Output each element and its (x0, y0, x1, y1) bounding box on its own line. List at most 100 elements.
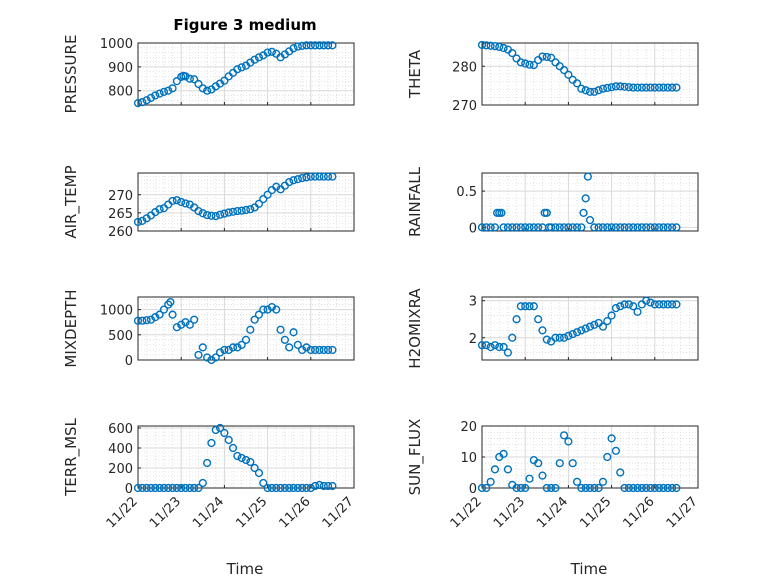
data-point-rainfall (590, 223, 599, 232)
data-point-terr_msl (146, 483, 156, 493)
data-point-rainfall (568, 223, 577, 232)
subplot-sun_flux: 11/22 11/23 11/24 11/25 11/26 11/27 0 10 20 SUN_F… (406, 419, 701, 532)
data-point-h2omixra (607, 311, 616, 320)
data-point-sun_flux (490, 465, 500, 474)
data-point-terr_msl (276, 483, 285, 493)
data-point-h2omixra (486, 342, 495, 352)
subplot-air_temp: 260 265 270 AIR_TEMP (62, 165, 355, 240)
axes-frame (481, 425, 699, 489)
data-point-sun_flux (559, 431, 569, 440)
data-point-terr_msl (181, 483, 190, 493)
data-point-air_temp (203, 210, 212, 220)
data-point-h2omixra (525, 302, 534, 311)
data-point-rainfall (581, 194, 590, 203)
data-point-sun_flux (598, 477, 608, 486)
data-point-air_temp (155, 205, 164, 214)
data-point-air_temp (311, 172, 320, 181)
data-point-theta (499, 43, 508, 53)
data-point-theta (559, 66, 569, 75)
data-point-theta (590, 87, 599, 96)
data-point-pressure (181, 72, 190, 81)
data-point-terr_msl (233, 451, 242, 461)
data-point-pressure (203, 86, 212, 95)
data-point-rainfall (607, 223, 616, 232)
data-point-theta (581, 86, 590, 95)
data-point-h2omixra (516, 302, 525, 311)
data-point-h2omixra (620, 300, 629, 309)
data-point-mixdepth (181, 318, 190, 327)
data-point-pressure (172, 77, 181, 86)
data-point-rainfall (579, 208, 588, 217)
axes-frame (481, 296, 699, 361)
x-tick-label: 11/23 (491, 494, 528, 531)
data-point-h2omixra (646, 298, 655, 307)
data-point-rainfall (559, 223, 569, 232)
y-axis-label-h2omixra: H2OMIXRA (406, 288, 424, 369)
data-point-mixdepth (133, 316, 143, 325)
data-point-air_temp (228, 207, 238, 216)
data-point-theta (521, 59, 530, 68)
data-point-sun_flux (516, 483, 525, 493)
data-point-pressure (164, 86, 173, 95)
series-mixdepth (133, 297, 337, 365)
data-point-terr_msl (267, 483, 277, 493)
y-tick-label: 0 (469, 221, 477, 236)
data-point-theta (525, 60, 534, 69)
data-point-rainfall (503, 223, 513, 232)
data-point-air_temp (177, 197, 186, 207)
y-tick-label: 0 (125, 354, 133, 369)
data-point-air_temp (315, 172, 324, 181)
data-point-sun_flux (577, 483, 586, 493)
data-point-sun_flux (486, 477, 495, 486)
data-point-theta (611, 82, 621, 91)
data-point-mixdepth (289, 328, 298, 337)
x-axis-label-right: Time (570, 560, 608, 578)
data-point-terr_msl (159, 483, 169, 493)
data-point-terr_msl (319, 481, 328, 491)
data-point-pressure (155, 89, 164, 98)
data-point-mixdepth (263, 305, 272, 314)
data-point-rainfall (547, 223, 556, 232)
data-point-h2omixra (659, 300, 668, 309)
data-point-terr_msl (203, 458, 212, 468)
data-point-mixdepth (302, 343, 311, 352)
data-point-rainfall (667, 223, 677, 232)
x-tick-label: 11/23 (147, 494, 184, 531)
y-tick-label: 10 (460, 451, 477, 466)
data-point-h2omixra (633, 307, 642, 316)
data-point-pressure (289, 44, 298, 53)
data-point-pressure (298, 41, 307, 50)
data-point-terr_msl (168, 483, 177, 493)
data-point-terr_msl (190, 483, 199, 493)
data-point-air_temp (215, 210, 225, 219)
data-point-h2omixra (534, 315, 543, 324)
series-theta (477, 40, 681, 96)
data-point-h2omixra (667, 300, 677, 309)
data-point-theta (603, 83, 612, 93)
subplot-rainfall: 0 0.5 RAINFALL (406, 166, 699, 237)
x-tick-label: 11/27 (320, 494, 357, 531)
data-point-rainfall (572, 223, 582, 232)
x-tick-label: 11/26 (621, 494, 658, 531)
data-point-h2omixra (585, 322, 595, 331)
data-point-rainfall (486, 223, 495, 232)
data-point-sun_flux (642, 483, 651, 493)
data-point-theta (620, 82, 629, 91)
data-point-pressure (142, 96, 151, 105)
data-point-rainfall (585, 216, 595, 225)
data-point-theta (667, 83, 677, 92)
data-point-rainfall (594, 223, 603, 232)
plot-area-pressure (138, 43, 354, 105)
data-point-pressure (194, 79, 203, 89)
data-point-rainfall (620, 223, 629, 232)
data-point-h2omixra (495, 342, 504, 352)
data-point-h2omixra (477, 341, 487, 350)
plot-area-rainfall (482, 173, 698, 231)
data-point-rainfall (598, 223, 608, 232)
data-point-theta (542, 52, 551, 62)
data-point-terr_msl (133, 483, 143, 493)
data-point-terr_msl (246, 457, 255, 467)
data-point-h2omixra (559, 333, 569, 342)
data-point-mixdepth (272, 305, 281, 314)
